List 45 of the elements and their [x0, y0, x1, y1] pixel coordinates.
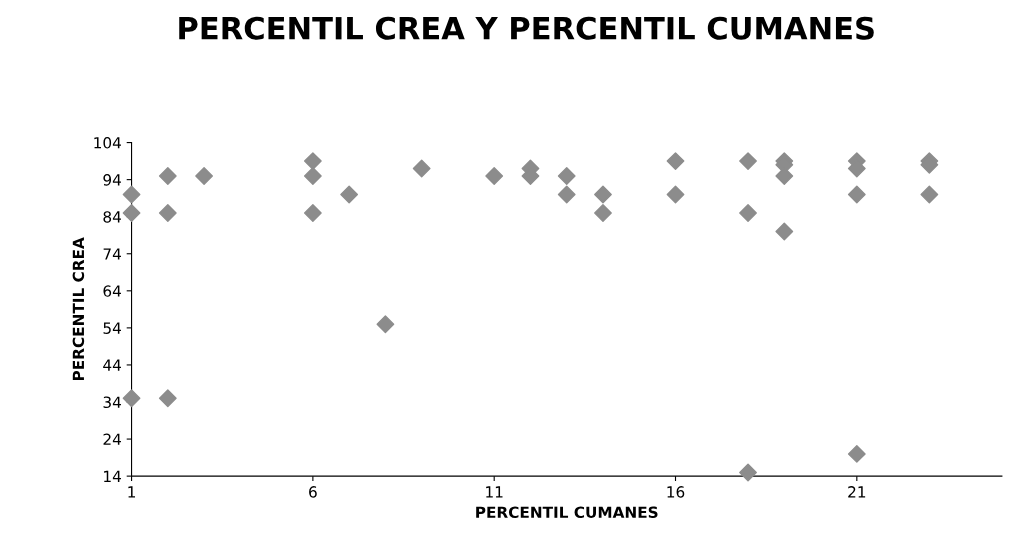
x-tick-label: 16 — [667, 486, 685, 498]
point — [158, 204, 177, 222]
y-tick-label: 44 — [103, 359, 121, 371]
y-axis-title: PERCENTIL CREA — [72, 237, 85, 381]
y-tick-label: 84 — [103, 211, 121, 223]
point — [195, 167, 213, 185]
point — [303, 167, 322, 185]
y-tick-label: 34 — [103, 396, 121, 409]
y-tick-label: 24 — [103, 433, 121, 445]
x-tick-label: 1 — [128, 486, 136, 498]
y-tick-label: 14 — [104, 470, 121, 482]
point — [303, 152, 322, 171]
point — [303, 204, 322, 222]
point — [122, 204, 141, 222]
point — [920, 185, 939, 204]
point — [739, 152, 757, 171]
x-tick-label: 11 — [486, 486, 503, 498]
point — [158, 167, 177, 185]
point — [557, 185, 576, 204]
point — [557, 167, 576, 185]
point — [485, 167, 504, 185]
y-tick-label: 104 — [94, 137, 121, 149]
point — [739, 204, 757, 222]
chart-title: PERCENTIL CREA Y PERCENTIL CUMANES — [179, 16, 874, 40]
point — [775, 222, 794, 241]
point — [847, 444, 866, 463]
y-tick-label: 64 — [103, 285, 121, 297]
y-tick-label: 94 — [103, 174, 121, 186]
x-tick-label: 6 — [309, 486, 317, 498]
x-tick-label: 21 — [848, 486, 866, 498]
y-tick-label: 74 — [103, 248, 121, 260]
x-axis-title: PERCENTIL CUMANES — [476, 506, 658, 519]
point — [158, 389, 177, 408]
point — [122, 185, 141, 204]
point — [122, 389, 141, 408]
point — [666, 152, 685, 171]
point — [412, 159, 431, 178]
point — [666, 185, 685, 204]
point — [594, 185, 612, 204]
point — [594, 204, 612, 222]
point — [340, 185, 359, 204]
point — [376, 315, 395, 334]
y-tick-label: 54 — [103, 322, 121, 334]
point — [739, 463, 757, 482]
point — [847, 185, 866, 204]
